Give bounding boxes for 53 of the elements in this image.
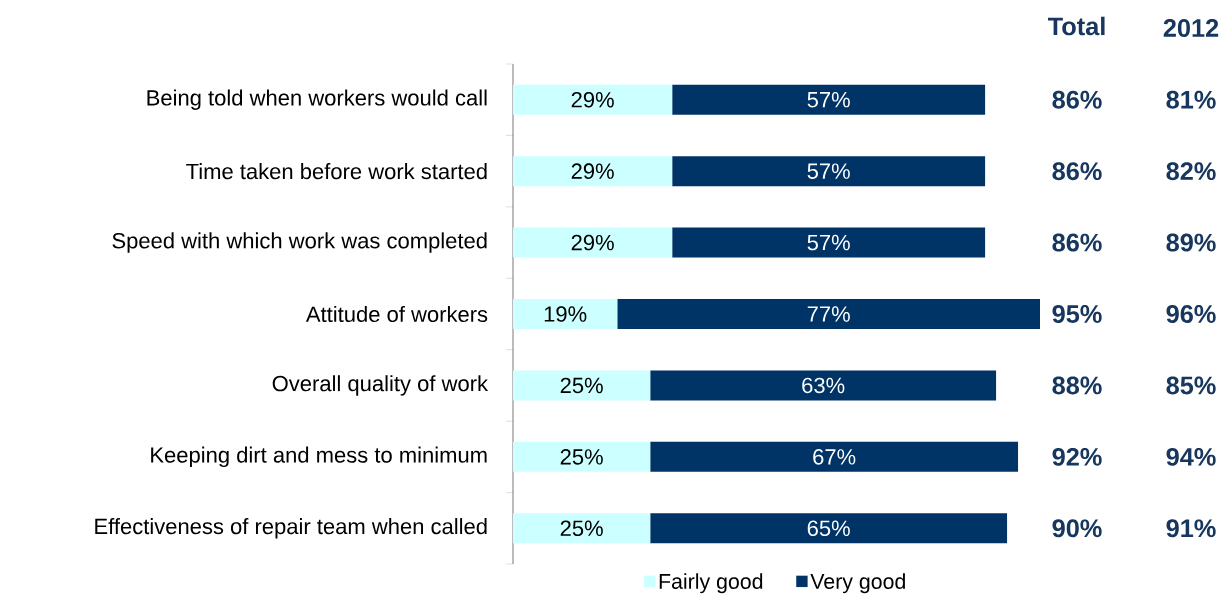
data-label: 25% xyxy=(560,377,603,394)
total-label: 92% xyxy=(1052,447,1102,466)
data-label: 57% xyxy=(807,234,850,251)
text: 81% xyxy=(1166,90,1216,109)
bar xyxy=(650,370,997,401)
data-label: 19% xyxy=(544,306,587,322)
text: 2012 xyxy=(1163,19,1219,37)
total-label: 86% xyxy=(1052,162,1102,181)
y-tick-label: Attitude of workers xyxy=(305,305,488,323)
bar xyxy=(513,156,673,187)
text: 91% xyxy=(1166,519,1216,538)
bar xyxy=(513,84,673,115)
bar xyxy=(513,513,651,544)
text: 96% xyxy=(1166,305,1216,323)
bar xyxy=(672,84,986,115)
data-label: 57% xyxy=(807,163,850,179)
data-label: 67% xyxy=(813,449,856,465)
data-label: 57% xyxy=(807,91,850,108)
bar xyxy=(650,513,1008,544)
bar xyxy=(650,441,1019,472)
text: 94% xyxy=(1166,447,1216,466)
text: 85% xyxy=(1166,376,1216,395)
bar xyxy=(617,299,1040,330)
data-label: 29% xyxy=(571,234,614,251)
legend-label: Fairly good xyxy=(659,573,763,594)
total-label: 86% xyxy=(1052,233,1102,252)
y-tick-label: Keeping dirt and mess to minimum xyxy=(151,446,487,468)
total-label: 86% xyxy=(1052,90,1102,109)
total-label: 90% xyxy=(1052,519,1102,538)
data-label: 29% xyxy=(571,163,614,179)
y-tick-label: Speed with which work was completed xyxy=(112,232,487,253)
text: Total xyxy=(1047,16,1105,36)
data-label: 29% xyxy=(571,91,614,108)
bar xyxy=(513,370,651,401)
bar xyxy=(513,299,618,330)
data-label: 25% xyxy=(560,520,603,537)
data-label: 25% xyxy=(560,449,603,465)
y-tick-label: Overall quality of work xyxy=(272,375,489,396)
text: 82% xyxy=(1166,162,1216,181)
data-label: 63% xyxy=(802,377,845,394)
bar xyxy=(513,227,673,258)
total-label: 95% xyxy=(1052,305,1102,323)
data-label: 65% xyxy=(807,520,850,537)
bar xyxy=(672,227,986,258)
y-tick-label: Time taken before work started xyxy=(186,163,487,180)
bar xyxy=(513,441,651,472)
y-tick-label: Effectiveness of repair team when called xyxy=(95,518,487,539)
data-label: 77% xyxy=(807,306,850,322)
text: 89% xyxy=(1166,233,1216,252)
bar xyxy=(672,156,986,187)
legend-label: Very good xyxy=(810,573,905,594)
y-tick-label: Being told when workers would call xyxy=(147,89,487,110)
total-label: 88% xyxy=(1052,376,1102,395)
